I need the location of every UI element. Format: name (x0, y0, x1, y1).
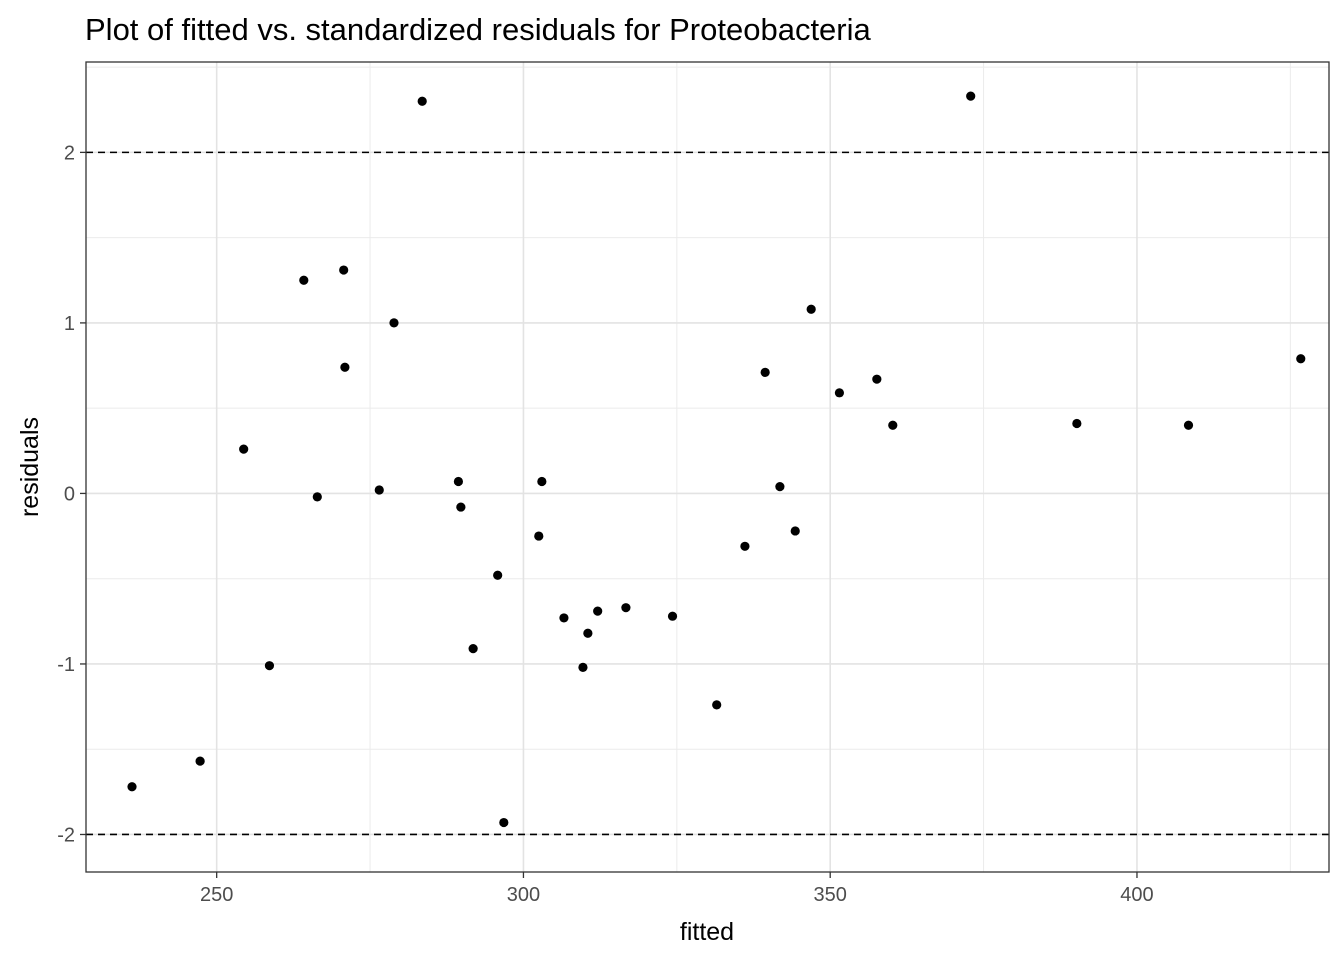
data-points (127, 91, 1306, 828)
data-point (834, 388, 845, 398)
data-point (127, 782, 137, 792)
y-tick-label: 0 (64, 483, 75, 505)
panel-border (85, 61, 1330, 873)
data-point (593, 606, 603, 616)
chart-title: Plot of fitted vs. standardized residual… (85, 12, 872, 47)
data-point (790, 526, 800, 536)
data-point (760, 367, 770, 377)
data-point (966, 91, 976, 101)
data-point (374, 485, 384, 495)
data-point (339, 265, 349, 275)
x-tick-label: 350 (814, 884, 847, 906)
data-point (389, 318, 399, 328)
y-tick-label: -1 (57, 654, 75, 676)
data-point (559, 613, 569, 623)
data-point (468, 644, 478, 654)
data-point (740, 541, 750, 551)
data-point (493, 570, 503, 580)
plot-panel (86, 62, 1329, 872)
data-point (417, 96, 427, 106)
reference-lines (86, 151, 1329, 836)
data-point (621, 603, 631, 613)
y-tick-label: 2 (64, 142, 75, 164)
data-point (453, 476, 464, 487)
data-point (806, 304, 816, 314)
y-axis: -2 -1 0 1 2 (57, 142, 86, 846)
x-tick-label: 400 (1120, 884, 1153, 906)
data-point (872, 374, 882, 384)
data-point (195, 756, 205, 766)
y-tick-label: 1 (64, 313, 75, 335)
data-point (340, 362, 350, 372)
data-point (534, 531, 544, 541)
data-point (1183, 420, 1194, 430)
data-point (312, 492, 322, 502)
data-point (264, 661, 275, 671)
x-axis-title: fitted (680, 918, 734, 946)
data-point (239, 444, 249, 454)
data-point (1072, 418, 1082, 429)
data-point (667, 611, 678, 621)
y-tick-label: -2 (57, 824, 75, 846)
x-tick-label: 250 (200, 884, 233, 906)
data-point (583, 628, 593, 638)
x-axis: 250 300 350 400 (200, 872, 1154, 906)
x-tick-label: 300 (507, 884, 540, 906)
data-point (578, 662, 588, 672)
y-axis-title: residuals (16, 417, 44, 517)
data-point (299, 275, 309, 285)
data-point (456, 502, 466, 512)
data-point (775, 482, 785, 492)
data-point (499, 817, 509, 828)
minor-gridlines (86, 62, 1329, 872)
data-point (537, 476, 547, 487)
data-point (712, 700, 722, 710)
data-point (1296, 354, 1306, 364)
data-point (888, 420, 898, 430)
